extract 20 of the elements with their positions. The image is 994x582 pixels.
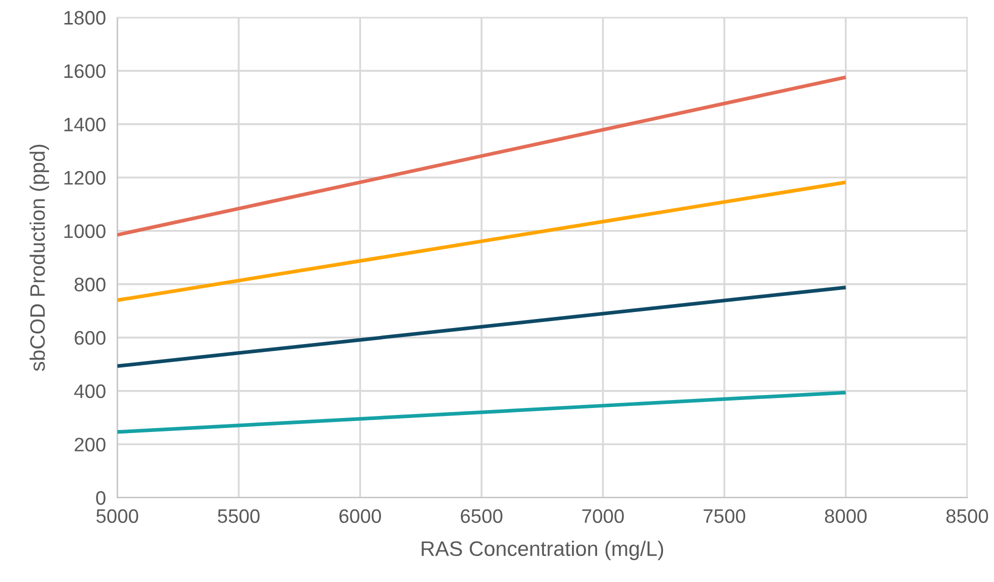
x-tick-label: 6000 [339, 509, 381, 524]
y-tick-label: 1600 [64, 64, 106, 78]
y-tick-label: 0 [96, 491, 106, 505]
y-axis-title: sbCOD Production (ppd) [30, 144, 50, 372]
y-tick-label: 1400 [64, 118, 106, 132]
y-tick-label: 1200 [64, 170, 106, 185]
x-tick-label: 8500 [946, 509, 988, 524]
x-tick-label: 7000 [582, 509, 624, 524]
y-tick-label: 200 [74, 438, 106, 452]
x-tick-label: 5000 [96, 509, 138, 524]
y-tick-label: 1800 [64, 10, 106, 25]
y-tick-label: 800 [74, 278, 106, 292]
x-tick-label: 8000 [824, 509, 867, 524]
x-axis-title: RAS Concentration (mg/L) [422, 540, 664, 560]
y-tick-label: 400 [74, 384, 106, 398]
x-tick-label: 6500 [460, 509, 502, 524]
x-tick-label: 5500 [218, 509, 260, 524]
y-tick-label: 1000 [64, 224, 106, 238]
y-tick-label: 600 [74, 331, 106, 345]
x-tick-label: 7500 [704, 509, 746, 524]
